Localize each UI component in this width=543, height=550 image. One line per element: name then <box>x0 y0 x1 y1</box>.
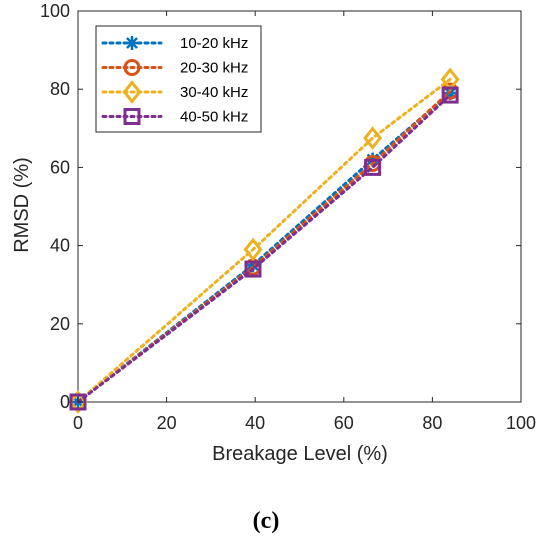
x-tick-label: 80 <box>422 413 442 433</box>
x-tick-label: 100 <box>506 413 536 433</box>
legend: 10-20 kHz 20-30 kHz 30-40 kHz 40-50 kHz <box>95 25 262 133</box>
legend-item: 10-20 kHz <box>101 35 248 52</box>
data-point <box>69 393 87 411</box>
data-point <box>364 158 382 176</box>
y-tick-label: 80 <box>50 79 70 99</box>
y-tick-label: 100 <box>40 1 70 21</box>
data-point <box>363 126 383 150</box>
data-point <box>243 237 263 262</box>
series-group <box>68 67 460 414</box>
legend-label: 20-30 kHz <box>180 60 248 77</box>
axis-ticks: 0 20 40 60 80 100 0 20 40 60 80 100 <box>40 1 536 433</box>
y-tick-label: 40 <box>50 236 70 256</box>
legend-marker <box>123 59 141 76</box>
legend-marker <box>122 80 142 104</box>
x-tick-label: 0 <box>73 413 83 433</box>
series-line <box>76 93 452 404</box>
series-30-40 kHz <box>68 67 460 414</box>
data-point <box>441 86 459 104</box>
data-point <box>244 260 262 278</box>
legend-label: 10-20 kHz <box>180 35 248 52</box>
y-tick-label: 20 <box>50 314 70 334</box>
x-tick-label: 60 <box>334 413 354 433</box>
panel-label: (c) <box>253 508 280 534</box>
y-tick-label: 60 <box>50 157 70 177</box>
legend-marker <box>123 108 141 125</box>
legend-label: 40-50 kHz <box>180 109 248 126</box>
legend-label: 30-40 kHz <box>180 84 248 101</box>
legend-marker <box>125 36 139 50</box>
legend-item: 30-40 kHz <box>101 80 248 104</box>
series-40-50 kHz <box>69 86 459 411</box>
y-tick-label: 0 <box>60 392 70 412</box>
series-line <box>76 77 452 404</box>
x-tick-label: 40 <box>245 413 265 433</box>
x-tick-label: 20 <box>157 413 177 433</box>
x-axis-label: Breakage Level (%) <box>212 443 388 465</box>
y-axis-label: RMSD (%) <box>11 157 33 253</box>
legend-item: 20-30 kHz <box>101 59 248 77</box>
series-line <box>76 89 452 404</box>
legend-item: 40-50 kHz <box>101 108 248 126</box>
